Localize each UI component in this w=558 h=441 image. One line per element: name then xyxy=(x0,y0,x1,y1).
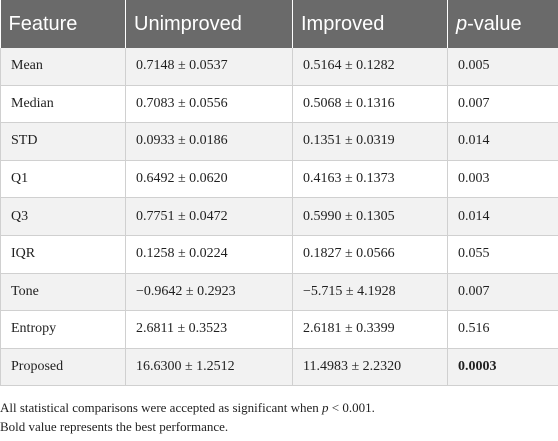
table-row: Median 0.7083 ± 0.0556 0.5068 ± 0.1316 0… xyxy=(0,85,558,124)
cell-unimproved: 2.6811 ± 0.3523 xyxy=(125,310,293,349)
cell-feature: STD xyxy=(0,122,126,161)
header-unimproved: Unimproved xyxy=(125,0,293,48)
table-row: Entropy 2.6811 ± 0.3523 2.6181 ± 0.3399 … xyxy=(0,310,558,349)
table-footnotes: All statistical comparisons were accepte… xyxy=(0,398,375,436)
header-row: Feature Unimproved Improved p-value xyxy=(0,0,558,48)
cell-improved: 0.5990 ± 0.1305 xyxy=(292,197,448,236)
cell-feature: Mean xyxy=(0,48,126,86)
cell-pvalue: 0.007 xyxy=(447,85,558,124)
cell-improved: 2.6181 ± 0.3399 xyxy=(292,310,448,349)
cell-unimproved: 0.0933 ± 0.0186 xyxy=(125,122,293,161)
cell-feature: Entropy xyxy=(0,310,126,349)
cell-pvalue: 0.055 xyxy=(447,235,558,274)
cell-improved: 0.1351 ± 0.0319 xyxy=(292,122,448,161)
footnote-significance-suffix: < 0.001. xyxy=(328,400,375,415)
cell-pvalue: 0.014 xyxy=(447,122,558,161)
table-row: Tone −0.9642 ± 0.2923 −5.715 ± 4.1928 0.… xyxy=(0,273,558,312)
cell-unimproved: 0.7751 ± 0.0472 xyxy=(125,197,293,236)
table-header: Feature Unimproved Improved p-value xyxy=(0,0,558,48)
cell-feature: IQR xyxy=(0,235,126,274)
cell-pvalue: 0.014 xyxy=(447,197,558,236)
cell-pvalue-best: 0.0003 xyxy=(447,348,558,387)
results-table: Feature Unimproved Improved p-value Mean… xyxy=(0,0,558,387)
header-pvalue-p: p xyxy=(456,12,468,35)
footnote-significance: All statistical comparisons were accepte… xyxy=(0,398,375,417)
cell-improved: 0.1827 ± 0.0566 xyxy=(292,235,448,274)
footnote-significance-p: p xyxy=(322,400,329,415)
cell-pvalue: 0.516 xyxy=(447,310,558,349)
cell-pvalue: 0.007 xyxy=(447,273,558,312)
table-row: Q1 0.6492 ± 0.0620 0.4163 ± 0.1373 0.003 xyxy=(0,160,558,199)
cell-pvalue: 0.005 xyxy=(447,48,558,86)
table-row: Mean 0.7148 ± 0.0537 0.5164 ± 0.1282 0.0… xyxy=(0,48,558,86)
cell-pvalue: 0.003 xyxy=(447,160,558,199)
table-row: STD 0.0933 ± 0.0186 0.1351 ± 0.0319 0.01… xyxy=(0,122,558,161)
cell-feature: Median xyxy=(0,85,126,124)
table-row: Q3 0.7751 ± 0.0472 0.5990 ± 0.1305 0.014 xyxy=(0,197,558,236)
table-row: IQR 0.1258 ± 0.0224 0.1827 ± 0.0566 0.05… xyxy=(0,235,558,274)
header-improved: Improved xyxy=(292,0,448,48)
cell-feature: Proposed xyxy=(0,348,126,387)
cell-unimproved: 16.6300 ± 1.2512 xyxy=(125,348,293,387)
cell-improved: 11.4983 ± 2.2320 xyxy=(292,348,448,387)
cell-unimproved: 0.1258 ± 0.0224 xyxy=(125,235,293,274)
cell-feature: Tone xyxy=(0,273,126,312)
table-row: Proposed 16.6300 ± 1.2512 11.4983 ± 2.23… xyxy=(0,348,558,387)
cell-improved: −5.715 ± 4.1928 xyxy=(292,273,448,312)
header-feature: Feature xyxy=(0,0,126,48)
cell-improved: 0.5068 ± 0.1316 xyxy=(292,85,448,124)
cell-unimproved: 0.6492 ± 0.0620 xyxy=(125,160,293,199)
header-pvalue-rest: -value xyxy=(467,12,522,35)
header-pvalue: p-value xyxy=(447,0,558,48)
cell-unimproved: 0.7148 ± 0.0537 xyxy=(125,48,293,86)
table-body: Mean 0.7148 ± 0.0537 0.5164 ± 0.1282 0.0… xyxy=(0,48,558,387)
footnote-bold: Bold value represents the best performan… xyxy=(0,419,229,434)
cell-improved: 0.4163 ± 0.1373 xyxy=(292,160,448,199)
cell-feature: Q3 xyxy=(0,197,126,236)
cell-feature: Q1 xyxy=(0,160,126,199)
cell-improved: 0.5164 ± 0.1282 xyxy=(292,48,448,86)
cell-unimproved: −0.9642 ± 0.2923 xyxy=(125,273,293,312)
footnote-significance-prefix: All statistical comparisons were accepte… xyxy=(0,400,323,415)
cell-unimproved: 0.7083 ± 0.0556 xyxy=(125,85,293,124)
